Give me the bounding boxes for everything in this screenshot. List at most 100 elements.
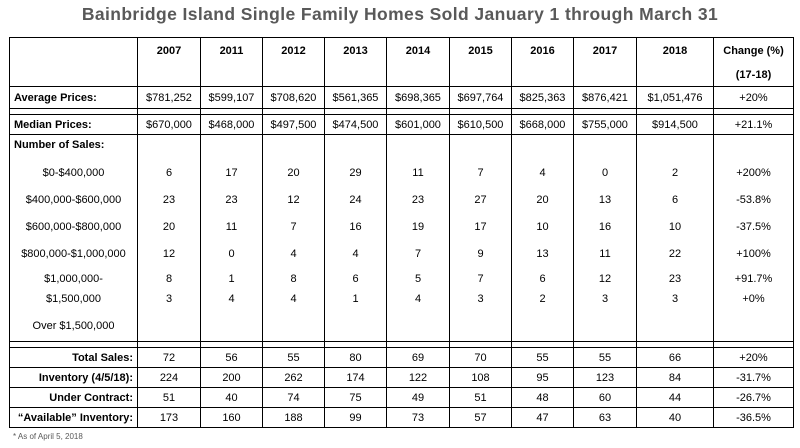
year-header: 2018: [636, 37, 714, 87]
table-cell: $698,365: [386, 86, 450, 109]
table-cell: 48: [511, 387, 574, 408]
bracket-sales-value: 22: [668, 248, 682, 260]
table-cell: $497,500: [262, 114, 325, 135]
bracket-change-value: -53.8%: [736, 194, 771, 206]
bracket-sales-value: 7: [290, 221, 297, 233]
table-cell: 60: [573, 387, 637, 408]
bracket-sales-value: 4: [352, 248, 359, 260]
bracket-sales-value: 1: [352, 293, 359, 305]
inventory-row: Inventory (4/5/18): 224 200 262 174 122 …: [9, 367, 794, 388]
table-cell: $561,365: [324, 86, 387, 109]
year-header: 2013: [324, 37, 387, 87]
bracket-sales-value: 0: [228, 248, 235, 260]
table-cell: $610,500: [449, 114, 512, 135]
table-cell: $781,252: [137, 86, 201, 109]
bracket-sales-value: 6: [352, 273, 359, 285]
bracket-sales-value: 3: [165, 293, 173, 305]
table-cell: 63: [573, 407, 637, 428]
row-label: Inventory (4/5/18):: [9, 367, 138, 388]
change-cell: -26.7%: [713, 387, 794, 408]
year-sales-cell: 4 20 10 13 6 2: [511, 134, 574, 342]
bracket-sales-value: 9: [477, 248, 484, 260]
bracket-sales-value: 17: [225, 167, 238, 179]
table-cell: 160: [200, 407, 263, 428]
year-header: 2015: [449, 37, 512, 87]
table-cell: $876,421: [573, 86, 637, 109]
change-cell: +20%: [713, 86, 794, 109]
year-header: 2007: [137, 37, 201, 87]
table-cell: $755,000: [573, 114, 637, 135]
table-cell: 174: [324, 367, 387, 388]
average-prices-row: Average Prices: $781,252 $599,107 $708,6…: [9, 86, 794, 109]
table-cell: 74: [262, 387, 325, 408]
table-cell: 99: [324, 407, 387, 428]
table-cell: 173: [137, 407, 201, 428]
bracket-label: $1,500,000: [45, 293, 102, 305]
bracket-sales-value: 2: [539, 293, 546, 305]
bracket-sales-value: 4: [414, 293, 422, 305]
bracket-sales-value: 3: [477, 293, 484, 305]
table-cell: 72: [137, 347, 201, 368]
change-cell: -31.7%: [713, 367, 794, 388]
table-cell: $468,000: [200, 114, 263, 135]
year-sales-cell: 7 27 17 9 7 3: [449, 134, 512, 342]
bracket-label: $1,000,000-: [44, 273, 103, 285]
bracket-sales-value: 4: [290, 293, 297, 305]
bracket-sales-value: 13: [536, 248, 549, 260]
bracket-sales-value: 4: [290, 248, 297, 260]
page-title: Bainbridge Island Single Family Homes So…: [81, 4, 719, 24]
bracket-sales-value: 23: [162, 194, 176, 206]
change-sales-cell: +200% -53.8% -37.5% +100% +91.7% +0%: [713, 134, 794, 342]
bracket-sales-value: 1: [228, 273, 235, 285]
bracket-sales-value: 11: [412, 167, 424, 179]
bracket-sales-value: 12: [598, 273, 612, 285]
bracket-sales-value: 27: [474, 194, 487, 206]
year-header: 2011: [200, 37, 263, 87]
year-header: 2012: [262, 37, 325, 87]
table-cell: 56: [200, 347, 263, 368]
bracket-sales-value: 0: [601, 167, 609, 179]
bracket-sales-value: 4: [539, 167, 546, 179]
table-cell: $601,000: [386, 114, 450, 135]
table-cell: 47: [511, 407, 574, 428]
table-cell: 70: [449, 347, 512, 368]
bracket-sales-value: 8: [165, 273, 173, 285]
bracket-sales-value: 16: [349, 221, 362, 233]
table-cell: $474,500: [324, 114, 387, 135]
total-sales-row: Total Sales: 72 56 55 80 69 70 55 55 66 …: [9, 347, 794, 368]
bracket-sales-value: 20: [536, 194, 549, 206]
table-cell: 51: [137, 387, 201, 408]
bracket-sales-value: 13: [598, 194, 612, 206]
bracket-change-value: +100%: [736, 248, 771, 260]
year-sales-cell: 20 12 7 4 8 4: [262, 134, 325, 342]
bracket-sales-value: 5: [414, 273, 422, 285]
table-cell: 122: [386, 367, 450, 388]
table-cell: 55: [262, 347, 325, 368]
bracket-sales-value: 7: [477, 273, 484, 285]
table-cell: $599,107: [200, 86, 263, 109]
bracket-sales-value: 8: [290, 273, 297, 285]
available-inventory-row: “Available” Inventory: 173 160 188 99 73…: [9, 407, 794, 428]
table-cell: 49: [386, 387, 450, 408]
table-cell: 123: [573, 367, 637, 388]
table-cell: 51: [449, 387, 512, 408]
row-label: “Available” Inventory:: [9, 407, 138, 428]
header-row: 2007 2011 2012 2013 2014 2015 2016 2017 …: [9, 37, 794, 87]
table-cell: $708,620: [262, 86, 325, 109]
year-sales-cell: 11 23 19 7 5 4: [386, 134, 450, 342]
bracket-sales-value: 12: [287, 194, 300, 206]
table-cell: 40: [636, 407, 714, 428]
number-of-sales-row: Number of Sales: $0-$400,000 $400,000-$6…: [9, 134, 794, 342]
year-sales-cell: 17 23 11 0 1 4: [200, 134, 263, 342]
table-cell: 262: [262, 367, 325, 388]
bracket-change-value: +200%: [736, 167, 771, 179]
bracket-sales-value: 23: [411, 194, 425, 206]
bracket-sales-value: 11: [599, 248, 611, 260]
bracket-sales-value: 10: [668, 221, 682, 233]
bracket-sales-value: 17: [474, 221, 487, 233]
bracket-label: Over $1,500,000: [32, 320, 115, 332]
table-cell: $825,363: [511, 86, 574, 109]
bracket-sales-value: 6: [671, 194, 679, 206]
bracket-change-value: +0%: [742, 293, 765, 305]
spacer-row: [9, 341, 794, 348]
